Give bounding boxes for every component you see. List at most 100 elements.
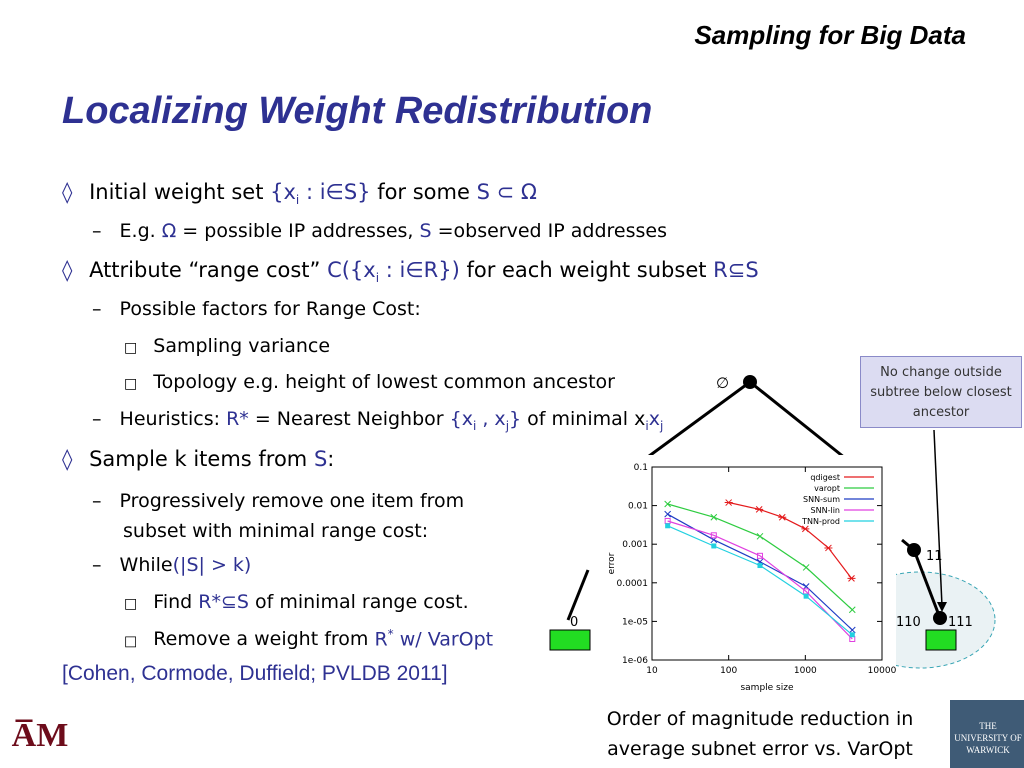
- data-point: [848, 606, 856, 614]
- callout-box: No change outside subtree below closest …: [860, 356, 1022, 428]
- series-line-SNN-lin: [667, 520, 853, 640]
- s-symbol: S: [419, 220, 432, 242]
- slide-title: Localizing Weight Redistribution: [62, 90, 653, 132]
- data-point: [756, 552, 763, 559]
- legend-label: TNN-prod: [801, 517, 840, 526]
- plot-frame: [651, 466, 883, 661]
- y-axis-label: error: [607, 552, 617, 574]
- varopt-text: w/ VarOpt: [393, 628, 494, 651]
- superscript: *: [387, 627, 394, 641]
- tree-node-root: [743, 375, 757, 389]
- loop-condition: (|S| > k): [172, 554, 252, 576]
- data-point: [664, 510, 672, 518]
- subscript: j: [505, 418, 510, 433]
- tree-edge: [566, 569, 590, 621]
- chart-background: [600, 455, 896, 695]
- sub-bullet-while: – While(|S| > k): [92, 554, 251, 576]
- bullet-initial-weight: ◊ Initial weight set {xi : i∈S} for some…: [62, 180, 537, 207]
- callout-arrow: [933, 429, 943, 607]
- square-bullet-icon: □: [124, 376, 138, 392]
- figure-caption: Order of magnitude reduction in average …: [606, 708, 914, 760]
- y-tick-label: 0.001: [622, 540, 648, 550]
- root-label: ∅: [716, 374, 729, 392]
- data-point: [710, 532, 717, 539]
- bullet-text: for each weight subset: [459, 258, 714, 282]
- tamu-logo: A̅M: [0, 700, 80, 768]
- bullet-text: Initial weight set: [89, 180, 271, 204]
- tree-node-11: [907, 543, 921, 557]
- diamond-bullet-icon: ◊: [62, 180, 73, 204]
- x-symbol: x: [648, 408, 660, 430]
- bullet-text: Sample k items from: [89, 447, 314, 471]
- weight-set-rest: : i∈S}: [299, 180, 371, 204]
- diamond-bullet-icon: ◊: [62, 447, 73, 471]
- warwick-logo-text: THE UNIVERSITY OF WARWICK: [954, 721, 1022, 755]
- bullet-sample-k: ◊ Sample k items from S:: [62, 447, 334, 471]
- bullet-text: Sampling variance: [153, 335, 331, 357]
- tamu-logo-text: A̅M: [12, 717, 69, 754]
- deck-title: Sampling for Big Data: [694, 20, 966, 50]
- data-point: [803, 593, 809, 599]
- node-label-0: 0: [570, 615, 578, 630]
- bullet-text: of minimal range cost.: [248, 591, 469, 613]
- dash-bullet-icon: –: [92, 408, 102, 430]
- series-line-qdigest: [728, 501, 852, 579]
- sub-sub-bullet-topology: □ Topology e.g. height of lowest common …: [124, 371, 615, 393]
- square-bullet-icon: □: [124, 596, 138, 612]
- pair-set: {x: [449, 408, 473, 430]
- x-axis-label: sample size: [740, 683, 793, 693]
- bullet-text: Possible factors for Range Cost:: [119, 298, 421, 320]
- data-point: [665, 523, 671, 529]
- x-tick-label: 1000: [794, 666, 817, 676]
- bullet-text: for some: [370, 180, 477, 204]
- data-point: [847, 575, 856, 582]
- sub-bullet-example: – E.g. Ω = possible IP addresses, S =obs…: [92, 220, 667, 242]
- diamond-bullet-icon: ◊: [62, 258, 73, 282]
- node-label-11: 11: [926, 549, 943, 564]
- sub-sub-bullet-remove: □ Remove a weight from R* w/ VarOpt: [124, 627, 493, 650]
- bullet-text: Attribute “range cost”: [89, 258, 328, 282]
- bullet-text: Topology e.g. height of lowest common an…: [153, 371, 615, 393]
- data-point: [724, 499, 733, 506]
- bullet-text: Find: [153, 591, 199, 613]
- node-label-111: 111: [948, 615, 973, 630]
- y-tick-label: 1e-06: [622, 656, 648, 666]
- data-point: [757, 563, 763, 569]
- bullet-text: E.g.: [119, 220, 162, 242]
- bullet-text: Progressively remove one item from: [119, 490, 465, 512]
- square-bullet-icon: □: [124, 633, 138, 650]
- weight-box-right: [925, 629, 957, 651]
- subscript: i: [645, 418, 649, 433]
- r-star: R*: [226, 408, 249, 430]
- data-point: [778, 513, 787, 521]
- bullet-text: = possible IP addresses,: [176, 220, 420, 242]
- y-tick-label: 0.0001: [617, 579, 649, 589]
- dash-bullet-icon: –: [92, 490, 102, 512]
- data-point: [848, 626, 856, 634]
- data-point: [756, 532, 764, 540]
- subscript: i: [295, 193, 300, 208]
- tree-node-111: [933, 611, 947, 625]
- bullet-text: Heuristics:: [119, 408, 227, 430]
- warwick-logo: THE UNIVERSITY OF WARWICK: [950, 700, 1024, 768]
- cost-function: C({x: [327, 258, 376, 282]
- y-tick-label: 1e-05: [622, 617, 648, 627]
- cost-function-rest: : i∈R}): [379, 258, 460, 282]
- data-point: [824, 544, 833, 552]
- bullet-text: subset with minimal range cost:: [123, 520, 429, 542]
- bullet-range-cost: ◊ Attribute “range cost” C({xi : i∈R}) f…: [62, 258, 759, 285]
- sub-sub-bullet-find: □ Find R*⊆S of minimal range cost.: [124, 591, 469, 613]
- legend-label: qdigest: [810, 473, 840, 482]
- dash-bullet-icon: –: [92, 298, 102, 320]
- bullet-text: :: [327, 447, 335, 471]
- data-point: [710, 513, 718, 521]
- data-point: [664, 500, 672, 508]
- bullet-text: of minimal x: [521, 408, 646, 430]
- bullet-text: = Nearest Neighbor: [248, 408, 450, 430]
- pair-set: , x: [476, 408, 506, 430]
- pair-set: }: [509, 408, 522, 430]
- tree-edge: [912, 549, 942, 619]
- x-tick-label: 100: [720, 666, 737, 676]
- legend-label: SNN-sum: [803, 495, 840, 504]
